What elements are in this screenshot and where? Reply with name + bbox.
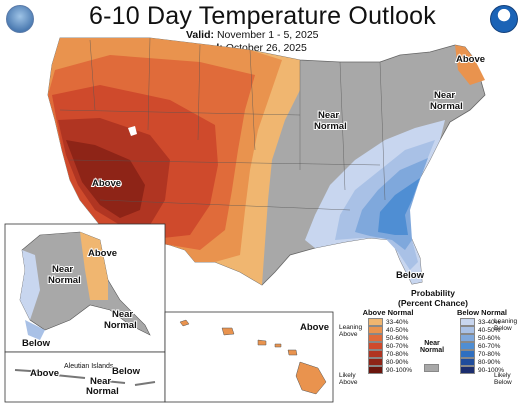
valid-dates: Valid: November 1 - 5, 2025 bbox=[186, 29, 319, 41]
conus-above-label: Above bbox=[92, 178, 121, 189]
aleutian-near-normal-label-1: Near bbox=[90, 376, 111, 387]
legend-below-range-label: 70-80% bbox=[478, 350, 501, 358]
alaska-near-normal-label-2: Normal bbox=[48, 275, 81, 286]
legend-below-swatch bbox=[460, 366, 475, 374]
above-80-90 bbox=[66, 140, 145, 218]
alaska-above-east bbox=[80, 232, 108, 300]
legend-above-range-label: 90-100% bbox=[386, 366, 413, 374]
legend-above-range-label: 40-50% bbox=[386, 326, 409, 334]
legend-near-normal-swatch bbox=[424, 364, 439, 372]
alaska-shape bbox=[19, 231, 151, 336]
alaska-south-near-normal-label-2: Normal bbox=[104, 320, 137, 331]
aleutian-near-normal-label-2: Normal bbox=[86, 386, 119, 397]
legend-above-row: 40-50% bbox=[368, 326, 412, 334]
northeast-near-normal-label-1: Near bbox=[434, 90, 455, 101]
legend-leaning-above: Leaning Above bbox=[339, 324, 363, 338]
legend-below-range-label: 33-40% bbox=[478, 318, 501, 326]
aleutian-above-label: Above bbox=[30, 368, 59, 379]
legend-below-range-label: 60-70% bbox=[478, 342, 501, 350]
state-borders bbox=[59, 37, 386, 211]
legend-below-swatch bbox=[460, 350, 475, 358]
legend-likely-above: Likely Above bbox=[339, 372, 358, 386]
legend-above-swatch bbox=[368, 350, 383, 358]
aleutian-below-label: Below bbox=[112, 366, 141, 377]
below-60-70 bbox=[378, 178, 420, 235]
legend-above-swatch bbox=[368, 358, 383, 366]
legend-title: Probability (Percent Chance) bbox=[398, 288, 468, 308]
noaa-seal-icon bbox=[6, 5, 34, 33]
hawaii-above-label: Above bbox=[300, 322, 329, 333]
map-title: 6-10 Day Temperature Outlook bbox=[89, 2, 436, 30]
legend-below-swatch bbox=[460, 326, 475, 334]
alaska-south-near-normal-label-1: Near bbox=[112, 309, 133, 320]
legend-above-range-label: 60-70% bbox=[386, 342, 409, 350]
legend-above-row: 33-40% bbox=[368, 318, 412, 326]
conus-near-normal-label-2: Normal bbox=[314, 121, 347, 132]
legend-below-row: 50-60% bbox=[460, 334, 504, 342]
aleutian-chain bbox=[14, 369, 156, 386]
legend-likely-below: Likely Below bbox=[494, 372, 512, 386]
alaska-below-west bbox=[20, 250, 40, 320]
legend-above-row: 90-100% bbox=[368, 366, 412, 374]
nws-logo-icon bbox=[490, 5, 518, 33]
legend-above-range-label: 50-60% bbox=[386, 334, 409, 342]
aleutian-title-label: Aleutian Islands bbox=[64, 363, 114, 370]
legend-above-swatch bbox=[368, 318, 383, 326]
legend-above-row: 50-60% bbox=[368, 334, 412, 342]
legend-below-row: 60-70% bbox=[460, 342, 504, 350]
legend-above-row: 60-70% bbox=[368, 342, 412, 350]
legend-below-row: 90-100% bbox=[460, 366, 504, 374]
legend-below-range-label: 80-90% bbox=[478, 358, 501, 366]
alaska-above-label: Above bbox=[88, 248, 117, 259]
hawaii-islands bbox=[179, 319, 327, 395]
legend-above-swatch bbox=[368, 342, 383, 350]
above-northeast bbox=[455, 45, 485, 85]
legend-above-range-label: 80-90% bbox=[386, 358, 409, 366]
legend-above-swatch bbox=[368, 366, 383, 374]
legend-below-swatch bbox=[460, 342, 475, 350]
alaska-below-sw bbox=[25, 320, 45, 340]
legend-above-header: Above Normal bbox=[362, 308, 414, 317]
legend-above-range-label: 33-40% bbox=[386, 318, 409, 326]
legend-below-range-label: 90-100% bbox=[478, 366, 505, 374]
legend-below-range-label: 40-50% bbox=[478, 326, 501, 334]
northeast-above-label: Above bbox=[456, 54, 485, 65]
legend-above-row: 70-80% bbox=[368, 350, 412, 358]
legend-below-row: 70-80% bbox=[460, 350, 504, 358]
legend-above-column: 33-40% 40-50% 50-60% 60-70% 70-80% 80-90% 90-1… bbox=[368, 318, 412, 374]
northeast-near-normal-label-2: Normal bbox=[430, 101, 463, 112]
legend-above-swatch bbox=[368, 334, 383, 342]
legend-below-swatch bbox=[460, 318, 475, 326]
legend-above-range-label: 70-80% bbox=[386, 350, 409, 358]
legend-below-header: Below Normal bbox=[456, 308, 507, 317]
legend-near-normal-header: Near Normal bbox=[419, 340, 445, 354]
legend-above-swatch bbox=[368, 326, 383, 334]
alaska-below-label: Below bbox=[22, 338, 51, 349]
great-salt-lake bbox=[128, 126, 137, 136]
legend-below-range-label: 50-60% bbox=[478, 334, 501, 342]
legend-leaning-below: Leaning Below bbox=[494, 318, 518, 332]
legend-below-column: 33-40% 40-50% 50-60% 60-70% 70-80% 80-90% 90-1… bbox=[460, 318, 504, 374]
legend-below-row: 80-90% bbox=[460, 358, 504, 366]
alaska-near-normal-label-1: Near bbox=[52, 264, 73, 275]
conus-near-normal-label-1: Near bbox=[318, 110, 339, 121]
legend-below-swatch bbox=[460, 358, 475, 366]
southeast-below-label: Below bbox=[396, 270, 425, 281]
legend-below-row: 40-50% bbox=[460, 326, 504, 334]
legend-below-row: 33-40% bbox=[460, 318, 504, 326]
legend-below-swatch bbox=[460, 334, 475, 342]
legend-above-row: 80-90% bbox=[368, 358, 412, 366]
